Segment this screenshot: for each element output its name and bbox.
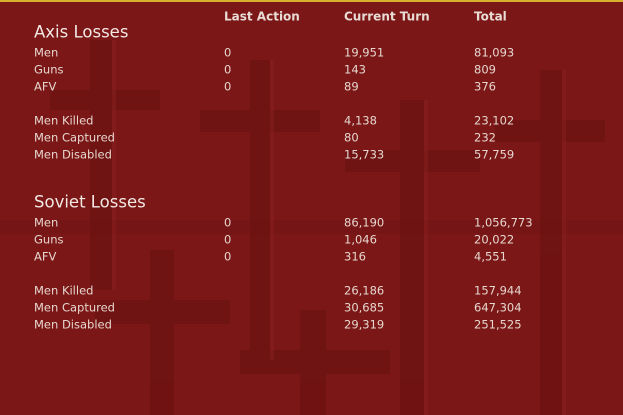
- cell-value: 23,102: [474, 114, 514, 128]
- cell-value: 0: [224, 46, 231, 60]
- cell-value: 86,190: [344, 216, 384, 230]
- cell-value: 57,759: [474, 148, 514, 162]
- cross-texture: [0, 40, 623, 415]
- row-label: Men Killed: [34, 114, 93, 128]
- cell-value: 29,319: [344, 318, 384, 332]
- cross-highlight: [112, 40, 566, 415]
- cell-value: 232: [474, 131, 496, 145]
- cell-value: 20,022: [474, 233, 514, 247]
- row-label: Men Killed: [34, 284, 93, 298]
- row-label: Men: [34, 46, 58, 60]
- cell-value: 251,525: [474, 318, 522, 332]
- row-label: Men Disabled: [34, 148, 112, 162]
- row-label: Men Captured: [34, 301, 115, 315]
- cell-value: 376: [474, 80, 496, 94]
- cell-value: 316: [344, 250, 366, 264]
- column-header: Last Action: [224, 10, 300, 24]
- section-title: Axis Losses: [34, 23, 128, 42]
- cell-value: 0: [224, 250, 231, 264]
- cell-value: 4,138: [344, 114, 377, 128]
- cell-value: 1,046: [344, 233, 377, 247]
- cell-value: 0: [224, 216, 231, 230]
- content: Last Action Current Turn Total Axis Losses M…: [34, 10, 533, 332]
- row-label: AFV: [34, 250, 56, 264]
- cell-value: 89: [344, 80, 359, 94]
- cell-value: 143: [344, 63, 366, 77]
- section-title: Soviet Losses: [34, 193, 146, 212]
- cell-value: 19,951: [344, 46, 384, 60]
- cell-value: 26,186: [344, 284, 384, 298]
- top-border: [0, 0, 623, 2]
- cell-value: 0: [224, 233, 231, 247]
- cell-value: 30,685: [344, 301, 384, 315]
- cell-value: 4,551: [474, 250, 507, 264]
- cell-value: 0: [224, 63, 231, 77]
- column-header: Total: [474, 10, 507, 24]
- row-label: Men Captured: [34, 131, 115, 145]
- row-label: Guns: [34, 233, 63, 247]
- row-label: Men Disabled: [34, 318, 112, 332]
- cell-value: 0: [224, 80, 231, 94]
- row-label: Guns: [34, 63, 63, 77]
- row-label: AFV: [34, 80, 56, 94]
- cell-value: 647,304: [474, 301, 522, 315]
- cell-value: 157,944: [474, 284, 522, 298]
- row-label: Men: [34, 216, 58, 230]
- cell-value: 80: [344, 131, 359, 145]
- cell-value: 81,093: [474, 46, 514, 60]
- column-header: Current Turn: [344, 10, 430, 24]
- cell-value: 15,733: [344, 148, 384, 162]
- cell-value: 1,056,773: [474, 216, 533, 230]
- cell-value: 809: [474, 63, 496, 77]
